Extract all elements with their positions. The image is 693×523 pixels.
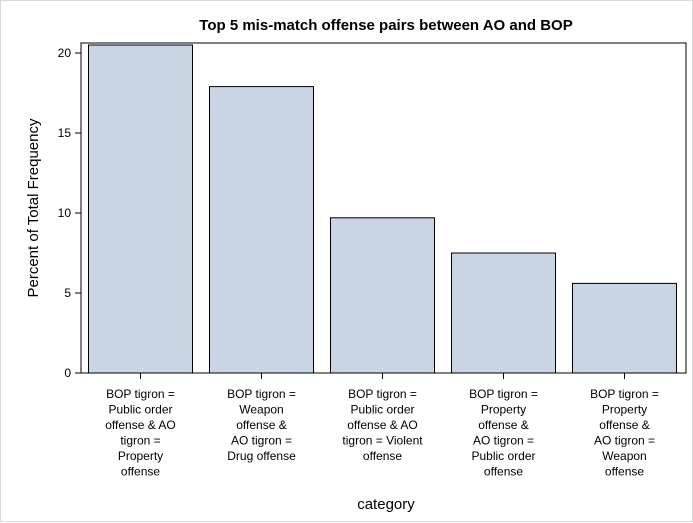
category-label-line: offense — [484, 465, 523, 479]
y-axis: 0 5 10 15 20 — [58, 46, 81, 380]
y-tick-label: 5 — [64, 286, 71, 300]
bar-4 — [451, 252, 556, 374]
y-tick-label: 0 — [64, 366, 71, 380]
bar-3 — [330, 217, 435, 374]
category-label-line: Weapon — [602, 449, 646, 463]
category-label-line: Public order — [471, 449, 535, 463]
bar-5 — [572, 282, 677, 374]
category-label-line: tigron = Violent — [342, 434, 423, 448]
category-label-line: Public order — [350, 403, 414, 417]
category-label-line: offense — [363, 449, 402, 463]
chart-title: Top 5 mis-match offense pairs between AO… — [199, 17, 572, 34]
category-label-line: offense & — [478, 418, 528, 432]
category-label-line: AO tigron = — [473, 434, 534, 448]
category-label-line: offense & AO — [105, 418, 176, 432]
category-label-line: BOP tigron = — [469, 387, 538, 401]
category-label-line: offense & — [599, 418, 649, 432]
category-label-2: BOP tigron = Weapon offense & AO tigron = Dr… — [227, 387, 296, 463]
category-label-line: Weapon — [239, 403, 283, 417]
category-label-line: Public order — [108, 403, 172, 417]
y-tick-label: 10 — [58, 206, 72, 220]
category-label-line: AO tigron = — [231, 434, 292, 448]
category-label-line: Property — [118, 449, 163, 463]
category-label-line: offense — [605, 465, 644, 479]
category-label-line: BOP tigron = — [227, 387, 296, 401]
bars-group — [88, 44, 677, 374]
category-label-line: Drug offense — [227, 449, 296, 463]
y-tick-label: 20 — [58, 46, 72, 60]
category-label-line: tigron = — [120, 434, 160, 448]
category-label-3: BOP tigron = Public order offense & AO tigr… — [342, 387, 423, 463]
category-label-line: BOP tigron = — [348, 387, 417, 401]
category-label-line: BOP tigron = — [590, 387, 659, 401]
bar-1 — [88, 44, 193, 374]
category-label-line: offense — [121, 465, 160, 479]
category-label-line: offense & — [236, 418, 286, 432]
y-axis-label: Percent of Total Frequency — [25, 118, 42, 297]
bar-2 — [209, 86, 314, 374]
category-label-1: BOP tigron = Public order offense & AO tigr… — [105, 387, 176, 479]
category-label-5: BOP tigron = Property offense & AO tigron =… — [590, 387, 659, 479]
category-label-line: offense & AO — [347, 418, 418, 432]
category-label-line: Property — [602, 403, 647, 417]
category-label-line: BOP tigron = — [106, 387, 175, 401]
y-tick-label: 15 — [58, 126, 72, 140]
category-label-line: AO tigron = — [594, 434, 655, 448]
x-axis-label: category — [357, 496, 415, 513]
category-label-4: BOP tigron = Property offense & AO tigron =… — [469, 387, 538, 479]
category-label-line: Property — [481, 403, 526, 417]
category-labels: BOP tigron = Public order offense & AO tigr… — [105, 373, 659, 479]
